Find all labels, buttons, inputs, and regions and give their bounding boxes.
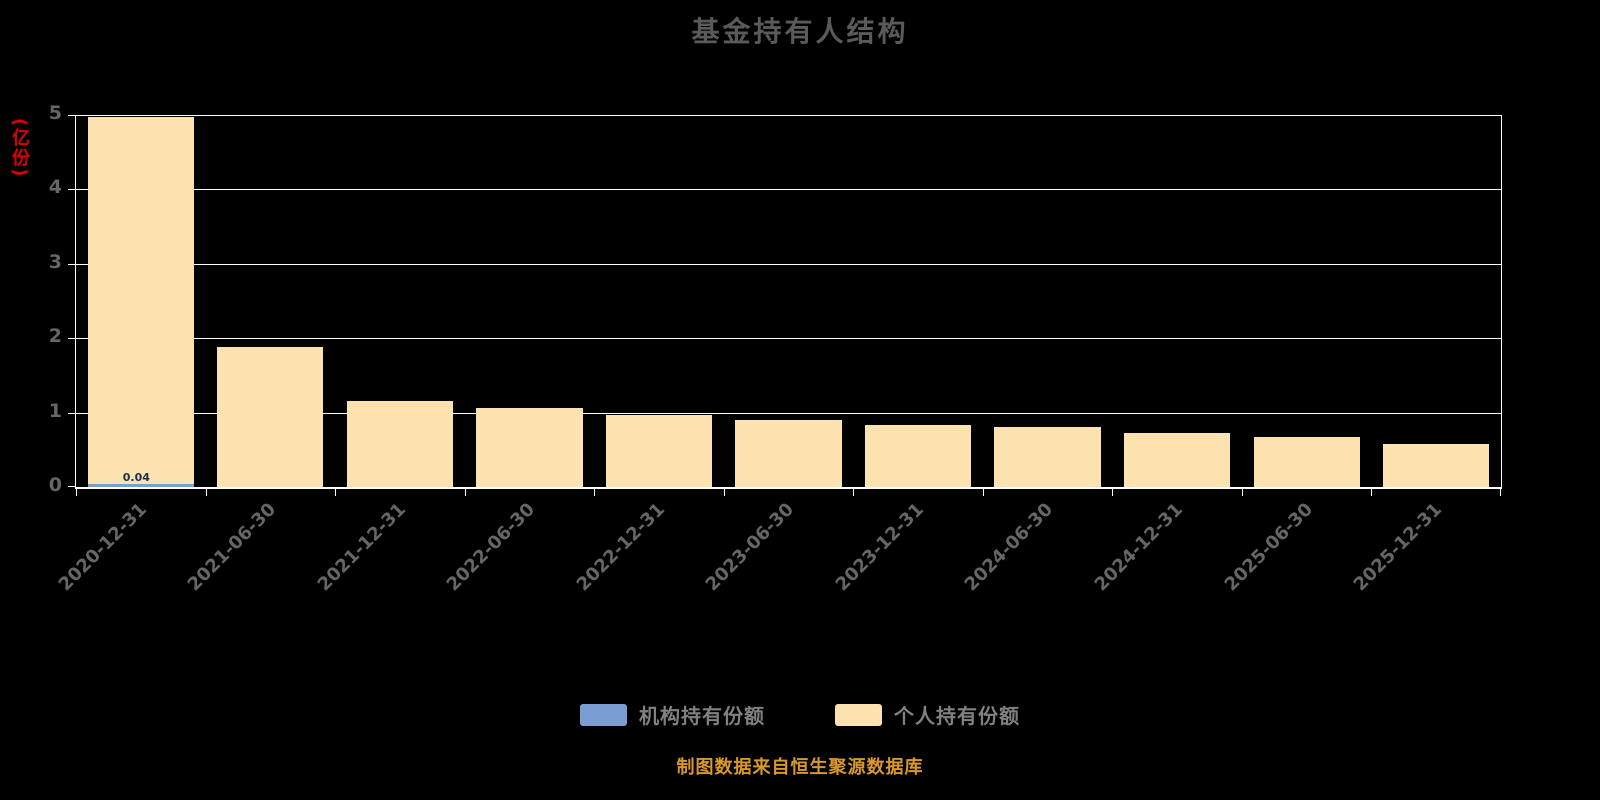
y-axis-tick bbox=[68, 189, 75, 191]
bar-personal bbox=[605, 414, 713, 487]
gridline bbox=[76, 412, 1501, 414]
gridline bbox=[76, 189, 1501, 191]
bar-personal bbox=[1383, 443, 1490, 487]
y-axis-tick bbox=[68, 263, 75, 265]
x-axis-label: 2024-12-31 bbox=[1090, 499, 1187, 596]
y-axis-tick-label: 4 bbox=[48, 176, 62, 199]
bar-personal bbox=[1253, 437, 1360, 487]
x-axis-label: 2023-12-31 bbox=[831, 499, 928, 596]
bar-personal bbox=[1124, 432, 1231, 487]
x-axis-tick bbox=[76, 489, 77, 496]
x-axis-tick bbox=[853, 489, 855, 496]
x-axis-label: 2024-06-30 bbox=[961, 499, 1058, 596]
bar-personal bbox=[994, 427, 1101, 487]
plot-area: 0.04 bbox=[68, 115, 1502, 496]
y-axis-tick-label: 1 bbox=[48, 399, 62, 422]
x-axis-tick bbox=[1500, 489, 1501, 496]
x-axis-tick bbox=[205, 489, 207, 496]
y-axis-tick-label: 3 bbox=[48, 250, 62, 273]
bar-personal bbox=[217, 347, 324, 487]
legend-item-personal[interactable]: 个人持有份额 bbox=[835, 700, 1020, 729]
first-bar-value-label: 0.04 bbox=[122, 471, 150, 484]
y-axis-tick bbox=[68, 115, 75, 116]
x-axis-label: 2022-06-30 bbox=[443, 499, 540, 596]
legend-label-personal: 个人持有份额 bbox=[894, 704, 1020, 728]
bar-personal bbox=[476, 408, 583, 487]
x-axis-label: 2022-12-31 bbox=[572, 499, 669, 596]
legend: 机构持有份额 个人持有份额 bbox=[0, 700, 1600, 729]
legend-item-institution[interactable]: 机构持有份额 bbox=[580, 700, 765, 729]
legend-swatch-institution bbox=[580, 703, 627, 726]
x-axis-tick bbox=[335, 489, 337, 496]
legend-swatch-personal bbox=[835, 703, 882, 726]
x-axis-label: 2023-06-30 bbox=[702, 499, 799, 596]
x-axis-tick bbox=[1371, 489, 1373, 496]
y-axis-tick bbox=[68, 412, 75, 414]
x-axis-label: 2025-06-30 bbox=[1220, 499, 1317, 596]
y-axis-tick-label: 5 bbox=[48, 102, 62, 124]
y-axis-tick-label: 0 bbox=[48, 474, 62, 496]
x-axis-label: 2025-12-31 bbox=[1349, 499, 1447, 596]
y-axis-tick bbox=[68, 338, 75, 340]
x-axis-tick bbox=[1241, 489, 1243, 496]
bar-personal bbox=[346, 401, 453, 487]
bar-institution bbox=[87, 484, 194, 487]
chart-title: 基金持有人结构 bbox=[691, 15, 909, 48]
x-axis-tick bbox=[594, 489, 596, 496]
x-axis-label: 2021-06-30 bbox=[183, 499, 281, 596]
x-axis-tick bbox=[1112, 489, 1114, 496]
bar-personal bbox=[864, 425, 972, 487]
gridline bbox=[76, 338, 1501, 340]
x-axis-tick bbox=[982, 489, 984, 496]
x-axis-label: 2020-12-31 bbox=[54, 499, 151, 596]
y-axis-tick bbox=[68, 486, 75, 487]
y-axis-unit-label: (亿份) bbox=[9, 118, 30, 179]
gridline bbox=[76, 115, 1501, 116]
x-axis-tick bbox=[464, 489, 466, 496]
data-source-note: 制图数据来自恒生聚源数据库 bbox=[676, 757, 924, 778]
y-axis-tick-label: 2 bbox=[48, 325, 62, 348]
gridline bbox=[76, 263, 1501, 265]
bar-personal bbox=[87, 117, 194, 485]
x-axis-tick bbox=[723, 489, 725, 496]
legend-label-institution: 机构持有份额 bbox=[639, 704, 765, 728]
x-axis-label: 2021-12-31 bbox=[313, 499, 410, 596]
bar-personal bbox=[735, 420, 842, 487]
